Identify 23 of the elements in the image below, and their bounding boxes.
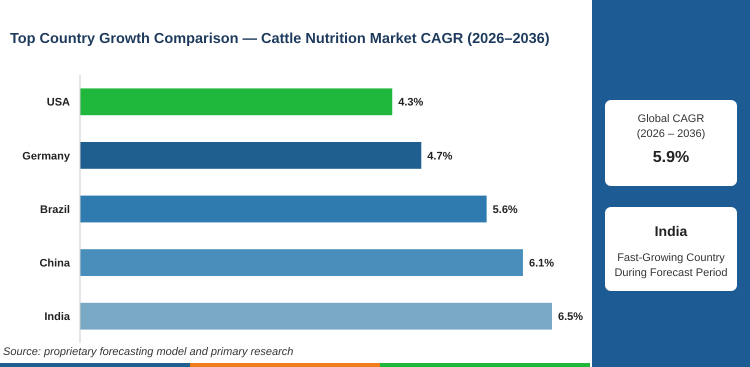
- data-label: 4.3%: [398, 96, 424, 109]
- y-tick-label: USA: [46, 96, 70, 109]
- y-tick-label: Germany: [22, 150, 71, 162]
- data-label: 4.7%: [427, 150, 453, 162]
- y-tick-label: Brazil: [40, 204, 70, 216]
- data-label: 5.6%: [492, 204, 518, 216]
- text: During Forecast Period: [614, 267, 728, 279]
- y-tick-label: India: [44, 311, 71, 324]
- chart-title: Top Country Growth Comparison — Cattle Nutrition Market CAGR (2026–2036): [10, 31, 550, 47]
- data-label: 6.1%: [528, 257, 554, 270]
- source-note: Source: proprietary forecasting model and primary research: [3, 346, 294, 358]
- y-tick-label: China: [39, 257, 71, 270]
- bar: [80, 142, 422, 169]
- text: Global CAGR: [638, 113, 704, 125]
- text: Fast-Growing Country: [617, 252, 726, 264]
- text: (2026 – 2036): [636, 128, 706, 140]
- bar: [80, 249, 523, 276]
- text: India: [654, 223, 688, 239]
- bar: [80, 302, 552, 330]
- text: 5.9%: [652, 149, 690, 166]
- bar: [80, 88, 392, 116]
- data-label: 6.5%: [558, 311, 584, 324]
- bar: [80, 196, 487, 222]
